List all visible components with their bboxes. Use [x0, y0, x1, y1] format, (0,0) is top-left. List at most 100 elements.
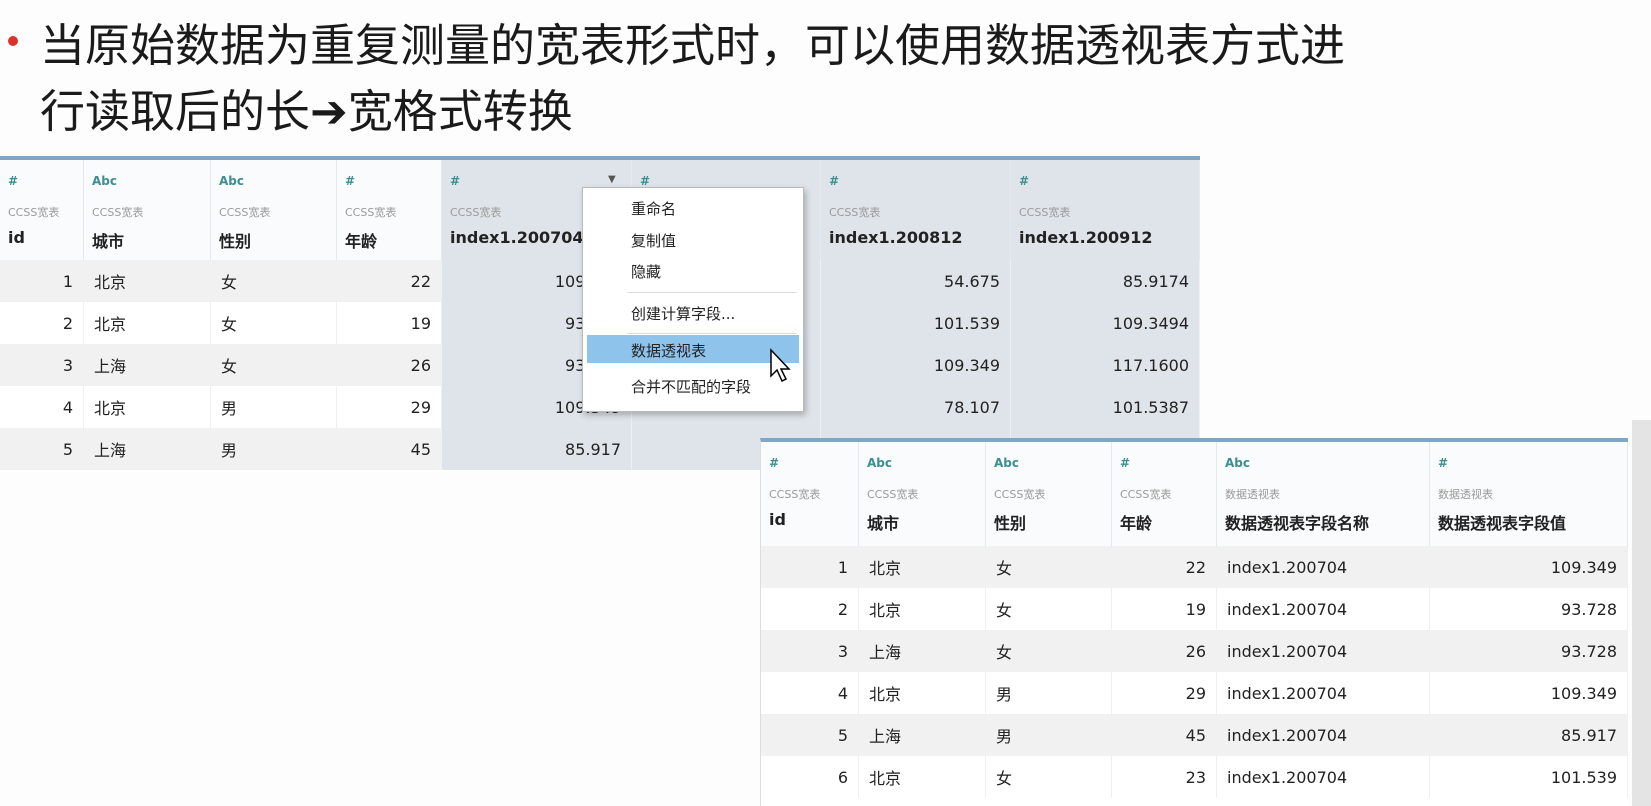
column-header[interactable]: Abc CCSS宽表 性别: [986, 442, 1112, 546]
menu-item[interactable]: 复制值: [631, 232, 677, 250]
type-icon: #: [829, 174, 840, 188]
table-cell: 男: [211, 386, 337, 428]
table-cell: 女: [211, 260, 337, 302]
table-cell: index1.200704: [1217, 546, 1430, 588]
column-header[interactable]: # CCSS宽表 id: [761, 442, 859, 546]
column-header[interactable]: # CCSS宽表 id: [0, 160, 84, 260]
table-cell: 女: [211, 302, 337, 344]
column-name: 数据透视表字段名称: [1225, 514, 1370, 533]
type-icon: #: [640, 174, 651, 188]
column-header[interactable]: # CCSS宽表 index1.200912: [1011, 160, 1200, 260]
menu-item[interactable]: 创建计算字段...: [631, 305, 736, 323]
table-cell: 3: [0, 344, 84, 386]
bullet: [8, 36, 18, 46]
column-name: 性别: [219, 232, 252, 251]
column-source: 数据透视表: [1225, 488, 1280, 501]
column-name: 城市: [867, 514, 900, 533]
table-cell: 85.917: [1430, 714, 1628, 756]
table-cell: 54.675: [821, 260, 1011, 302]
table-cell: 109.349: [1430, 546, 1628, 588]
table-cell: index1.200704: [1217, 714, 1430, 756]
context-menu: 重命名 复制值 隐藏 创建计算字段... 数据透视表 合并不匹配的字段: [582, 187, 804, 412]
table-cell: 女: [986, 588, 1112, 630]
column-name: 性别: [994, 514, 1027, 533]
column-source: CCSS宽表: [1019, 206, 1071, 219]
table-cell: 4: [761, 672, 859, 714]
column-source: CCSS宽表: [1120, 488, 1172, 501]
column-name: 数据透视表字段值: [1438, 514, 1567, 533]
table-cell: 上海: [84, 428, 211, 470]
title-line: 当原始数据为重复测量的宽表形式时，可以使用数据透视表方式进: [40, 19, 1346, 72]
table-cell: 26: [337, 344, 442, 386]
column-source: CCSS宽表: [8, 206, 60, 219]
table-cell: 上海: [859, 714, 986, 756]
dropdown-arrow[interactable]: ▼: [608, 174, 616, 185]
table-cell: 北京: [84, 302, 211, 344]
column-name: id: [769, 510, 786, 529]
table-cell: 北京: [859, 672, 986, 714]
menu-highlight: [587, 335, 799, 363]
table-cell: 北京: [84, 260, 211, 302]
column-header[interactable]: # 数据透视表 数据透视表字段值: [1430, 442, 1628, 546]
table-cell: 93.728: [1430, 588, 1628, 630]
column-name: 城市: [92, 232, 125, 251]
column-source: CCSS宽表: [345, 206, 397, 219]
column-source: CCSS宽表: [450, 206, 502, 219]
type-icon: Abc: [994, 456, 1019, 470]
table-cell: 男: [986, 672, 1112, 714]
table-cell: 2: [0, 302, 84, 344]
column-header[interactable]: Abc CCSS宽表性别: [211, 160, 337, 260]
menu-item[interactable]: 重命名: [631, 200, 677, 218]
table-cell: 85.917: [442, 428, 632, 470]
table-cell: index1.200704: [1217, 588, 1430, 630]
menu-item[interactable]: 数据透视表: [631, 342, 707, 360]
column-source: CCSS宽表: [219, 206, 271, 219]
title-line: 行读取后的长➔宽格式转换: [40, 85, 573, 138]
table-cell: index1.200704: [1217, 672, 1430, 714]
type-icon: Abc: [92, 174, 117, 188]
table-cell: 北京: [859, 546, 986, 588]
table-cell: index1.200704: [1217, 630, 1430, 672]
type-icon: Abc: [219, 174, 244, 188]
table-cell: 3: [761, 630, 859, 672]
column-source: CCSS宽表: [829, 206, 881, 219]
menu-item[interactable]: 隐藏: [631, 263, 662, 281]
menu-item[interactable]: 合并不匹配的字段: [631, 378, 752, 396]
column-header[interactable]: # CCSS宽表 年龄: [337, 160, 442, 260]
table-cell: 29: [337, 386, 442, 428]
table-cell: 男: [986, 714, 1112, 756]
table-cell: 上海: [859, 630, 986, 672]
column-header[interactable]: Abc 数据透视表数据透视表字段名称: [1217, 442, 1430, 546]
table-cell: 北京: [859, 756, 986, 798]
column-header[interactable]: Abc CCSS宽表城市: [84, 160, 211, 260]
column-source: CCSS宽表: [92, 206, 144, 219]
column-name: id: [8, 228, 25, 247]
table-cell: 北京: [859, 588, 986, 630]
column-name: index1.200704: [450, 228, 584, 247]
table-cell: 6: [761, 756, 859, 798]
type-icon: #: [769, 456, 780, 470]
column-header[interactable]: Abc CCSS宽表 城市: [859, 442, 986, 546]
table-cell: 男: [211, 428, 337, 470]
long-table: # CCSS宽表 id Abc CCSS宽表 城市 Abc CCSS宽表 性别 # CCSS宽表 年龄…: [760, 438, 1628, 806]
column-source: CCSS宽表: [769, 488, 821, 501]
type-icon: #: [345, 174, 356, 188]
table-cell: 101.539: [821, 302, 1011, 344]
column-header[interactable]: # CCSS宽表 index1.200812: [821, 160, 1011, 260]
table-cell: 85.9174: [1011, 260, 1200, 302]
column-header[interactable]: # CCSS宽表 年龄: [1112, 442, 1217, 546]
table-cell: 45: [1112, 714, 1217, 756]
table-cell: 45: [337, 428, 442, 470]
table-cell: 22: [337, 260, 442, 302]
column-name: 年龄: [1120, 514, 1153, 533]
table-cell: 19: [1112, 588, 1217, 630]
table-cell: 1: [761, 546, 859, 588]
type-icon: Abc: [1225, 456, 1250, 470]
table-cell: 78.107: [821, 386, 1011, 428]
table-cell: 女: [211, 344, 337, 386]
table-cell: 26: [1112, 630, 1217, 672]
table-cell: 101.539: [1430, 756, 1628, 798]
table-cell: 22: [1112, 546, 1217, 588]
column-source: 数据透视表: [1438, 488, 1493, 501]
